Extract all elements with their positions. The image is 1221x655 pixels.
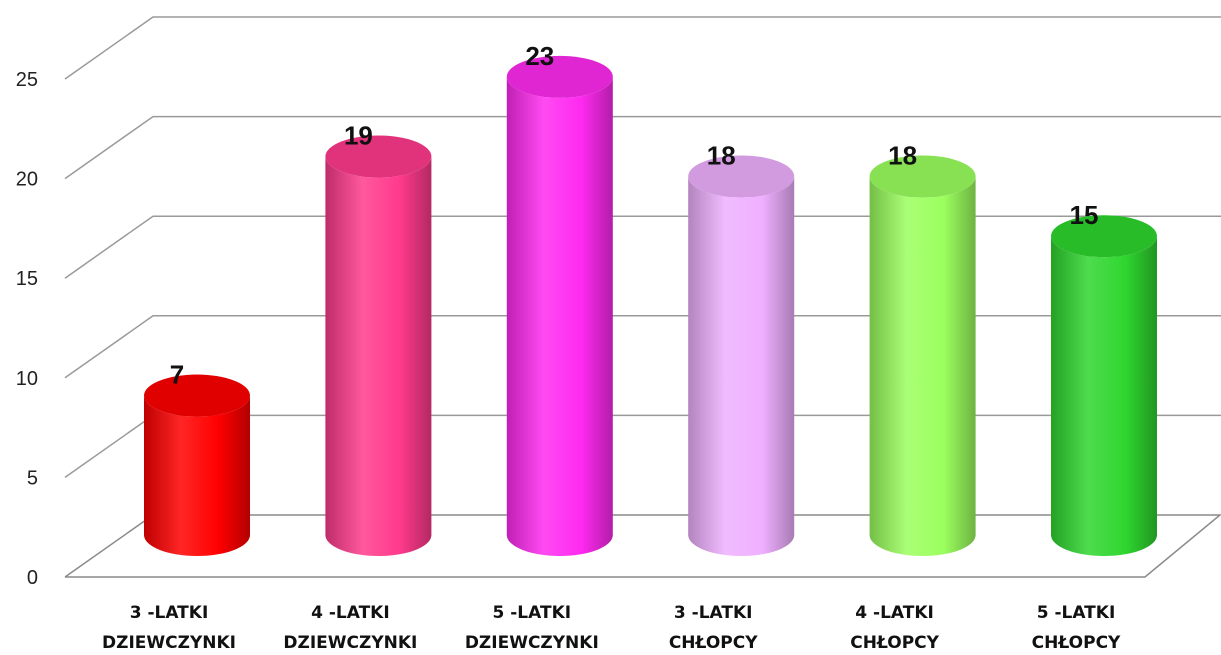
- bar-body: [869, 176, 976, 556]
- data-label: 18: [888, 140, 917, 170]
- y-tick-label: 15: [16, 268, 38, 290]
- gridline: [64, 115, 1221, 180]
- data-label: 19: [344, 121, 373, 151]
- x-tick-label: 3 -LATKI: [674, 603, 753, 623]
- data-label: 18: [707, 140, 736, 170]
- chart-gridlines: [64, 16, 1221, 578]
- bar-body: [688, 176, 795, 556]
- y-tick-label: 25: [16, 69, 38, 91]
- bar-body: [325, 156, 432, 556]
- y-tick-label: 20: [16, 169, 38, 191]
- bar-top: [325, 135, 432, 178]
- bar-top: [869, 155, 976, 198]
- bar-top: [1051, 215, 1157, 258]
- bar-body: [1051, 236, 1157, 556]
- x-tick-label: 4 -LATKI: [311, 603, 390, 623]
- bar: [688, 155, 795, 556]
- y-tick-label: 5: [27, 467, 38, 489]
- gridline: [64, 315, 1221, 379]
- y-tick-label: 10: [16, 368, 38, 390]
- x-tick-label: 5 -LATKI: [1037, 603, 1116, 623]
- floor-gridline: [64, 514, 1221, 578]
- data-labels: 7 19 23 18 18 15: [170, 41, 1099, 390]
- chart-bars: [144, 55, 1157, 556]
- bar-body: [506, 76, 613, 556]
- x-tick-label: CHŁOPCY: [669, 633, 758, 653]
- bar: [1051, 215, 1157, 556]
- bar-body: [144, 395, 250, 556]
- y-axis-ticks: 0 5 10 15 20 25: [16, 69, 38, 589]
- x-tick-label: CHŁOPCY: [850, 633, 939, 653]
- bar: [506, 55, 613, 556]
- x-tick-label: CHŁOPCY: [1032, 633, 1121, 653]
- bar-top: [144, 374, 250, 417]
- x-tick-label: 3 -LATKI: [130, 603, 209, 623]
- data-label: 15: [1070, 200, 1099, 230]
- bar: [325, 135, 432, 556]
- x-tick-label: DZIEWCZYNKI: [283, 633, 417, 653]
- x-tick-label: 5 -LATKI: [493, 603, 572, 623]
- bar: [869, 155, 976, 556]
- y-tick-label: 0: [27, 567, 38, 589]
- bar-top: [506, 55, 613, 98]
- x-axis-labels: 3 -LATKI DZIEWCZYNKI 4 -LATKI DZIEWCZYNKI 5 …: [102, 603, 1121, 653]
- x-tick-label: DZIEWCZYNKI: [102, 633, 236, 653]
- gridline: [64, 16, 1221, 80]
- bar: [144, 374, 250, 556]
- gridline: [64, 215, 1221, 279]
- x-tick-label: DZIEWCZYNKI: [465, 633, 599, 653]
- x-tick-label: 4 -LATKI: [855, 603, 934, 623]
- data-label: 7: [170, 360, 184, 390]
- bar-top: [688, 155, 795, 198]
- data-label: 23: [525, 41, 554, 71]
